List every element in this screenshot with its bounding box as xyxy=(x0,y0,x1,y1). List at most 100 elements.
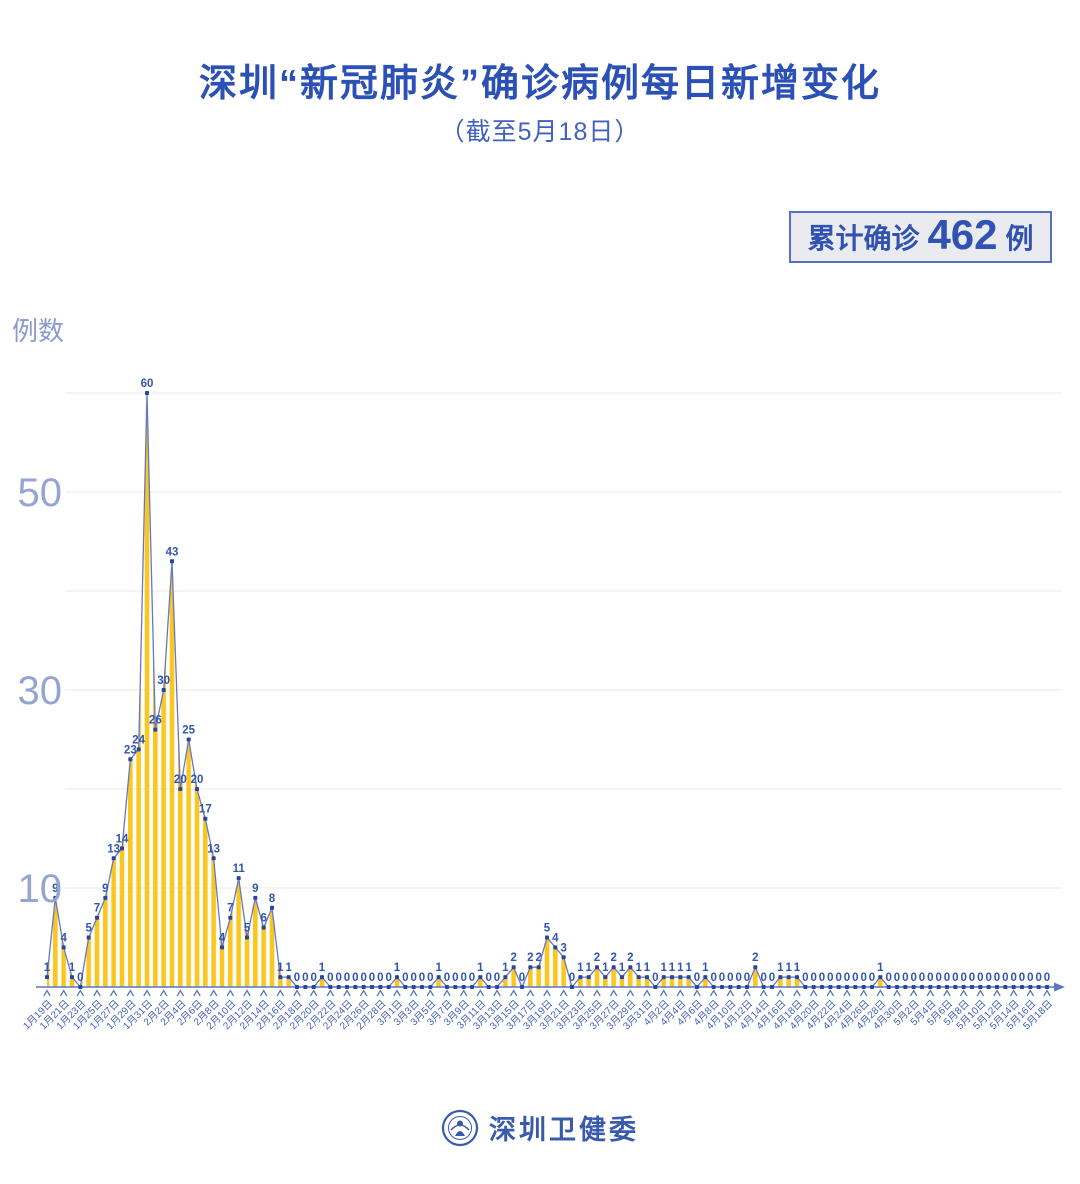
svg-text:0: 0 xyxy=(844,972,850,984)
svg-text:1: 1 xyxy=(477,962,484,974)
svg-text:0: 0 xyxy=(994,972,1000,984)
svg-text:2: 2 xyxy=(627,952,633,964)
svg-text:1: 1 xyxy=(277,962,284,974)
svg-text:1: 1 xyxy=(702,962,709,974)
svg-text:2: 2 xyxy=(535,952,541,964)
svg-text:1: 1 xyxy=(669,962,676,974)
svg-text:14: 14 xyxy=(116,833,129,845)
svg-text:0: 0 xyxy=(460,972,466,984)
svg-text:1: 1 xyxy=(319,962,326,974)
svg-text:7: 7 xyxy=(94,903,100,915)
svg-text:0: 0 xyxy=(485,972,491,984)
svg-text:1: 1 xyxy=(44,962,51,974)
svg-text:0: 0 xyxy=(569,972,575,984)
area-fill xyxy=(47,393,1047,987)
svg-text:0: 0 xyxy=(360,972,366,984)
svg-text:1: 1 xyxy=(794,962,801,974)
svg-text:1: 1 xyxy=(435,962,442,974)
svg-text:2: 2 xyxy=(752,952,758,964)
org-logo-icon xyxy=(441,1109,479,1146)
svg-text:1: 1 xyxy=(602,962,609,974)
svg-text:2: 2 xyxy=(510,952,516,964)
svg-text:0: 0 xyxy=(385,972,391,984)
svg-text:0: 0 xyxy=(519,972,525,984)
daily-new-cases-chart: 1941057913142324602630432025201713471159… xyxy=(12,316,1065,1032)
svg-text:17: 17 xyxy=(199,804,212,816)
svg-text:1: 1 xyxy=(635,962,642,974)
svg-text:5: 5 xyxy=(244,923,251,935)
svg-text:0: 0 xyxy=(852,972,858,984)
svg-text:26: 26 xyxy=(149,715,162,727)
gridlines-group xyxy=(65,392,1062,889)
svg-text:1: 1 xyxy=(785,962,792,974)
svg-text:0: 0 xyxy=(952,972,958,984)
svg-text:0: 0 xyxy=(1019,972,1025,984)
svg-text:0: 0 xyxy=(694,972,700,984)
svg-text:24: 24 xyxy=(132,734,145,746)
badge-label: 累计确诊 xyxy=(807,223,920,254)
y-axis-title: 例数 xyxy=(12,316,64,346)
svg-text:20: 20 xyxy=(191,774,204,786)
svg-text:0: 0 xyxy=(377,972,383,984)
svg-text:0: 0 xyxy=(769,972,775,984)
cumulative-badge: 累计确诊 462 例 xyxy=(789,211,1052,263)
svg-text:0: 0 xyxy=(344,972,350,984)
svg-text:0: 0 xyxy=(1035,972,1041,984)
svg-text:1: 1 xyxy=(877,962,884,974)
svg-text:0: 0 xyxy=(1010,972,1016,984)
svg-text:0: 0 xyxy=(310,972,316,984)
svg-text:4: 4 xyxy=(219,932,226,944)
svg-text:8: 8 xyxy=(269,893,276,905)
svg-text:0: 0 xyxy=(719,972,725,984)
svg-text:0: 0 xyxy=(760,972,766,984)
svg-text:2: 2 xyxy=(610,952,616,964)
svg-text:1: 1 xyxy=(619,962,626,974)
svg-text:0: 0 xyxy=(427,972,433,984)
svg-text:0: 0 xyxy=(494,972,500,984)
svg-text:0: 0 xyxy=(860,972,866,984)
y-axis-labels-group: 10 30 50 xyxy=(18,471,63,911)
svg-text:3: 3 xyxy=(560,942,566,954)
svg-text:0: 0 xyxy=(827,972,833,984)
svg-text:9: 9 xyxy=(102,883,108,895)
svg-text:25: 25 xyxy=(182,725,195,737)
svg-text:0: 0 xyxy=(969,972,975,984)
page-subtitle: （截至5月18日） xyxy=(439,118,641,146)
svg-text:0: 0 xyxy=(944,972,950,984)
svg-text:0: 0 xyxy=(919,972,925,984)
x-axis-labels-group: 1月19日1月21日1月23日1月25日1月27日1月29日1月31日2月2日2… xyxy=(21,998,1055,1032)
svg-text:0: 0 xyxy=(294,972,300,984)
svg-text:0: 0 xyxy=(902,972,908,984)
svg-text:1: 1 xyxy=(577,962,584,974)
svg-text:0: 0 xyxy=(369,972,375,984)
value-labels-group: 1941057913142324602630432025201713471159… xyxy=(44,378,1050,984)
svg-text:4: 4 xyxy=(60,932,67,944)
svg-text:0: 0 xyxy=(77,972,83,984)
badge-value: 462 xyxy=(927,211,998,258)
svg-text:43: 43 xyxy=(166,546,179,558)
svg-text:0: 0 xyxy=(1002,972,1008,984)
svg-text:0: 0 xyxy=(327,972,333,984)
svg-text:1: 1 xyxy=(677,962,684,974)
svg-text:1: 1 xyxy=(285,962,292,974)
svg-text:0: 0 xyxy=(1027,972,1033,984)
svg-text:0: 0 xyxy=(735,972,741,984)
svg-text:60: 60 xyxy=(141,378,154,390)
svg-text:5: 5 xyxy=(544,923,551,935)
svg-text:4: 4 xyxy=(552,932,559,944)
svg-text:0: 0 xyxy=(819,972,825,984)
svg-text:0: 0 xyxy=(710,972,716,984)
svg-text:0: 0 xyxy=(910,972,916,984)
svg-text:0: 0 xyxy=(869,972,875,984)
svg-text:30: 30 xyxy=(18,669,63,713)
svg-text:0: 0 xyxy=(652,972,658,984)
svg-text:1: 1 xyxy=(69,962,76,974)
svg-text:0: 0 xyxy=(402,972,408,984)
svg-text:13: 13 xyxy=(207,843,220,855)
svg-text:10: 10 xyxy=(18,867,63,911)
svg-text:0: 0 xyxy=(419,972,425,984)
svg-text:0: 0 xyxy=(302,972,308,984)
svg-text:50: 50 xyxy=(18,471,63,515)
svg-text:7: 7 xyxy=(227,903,233,915)
